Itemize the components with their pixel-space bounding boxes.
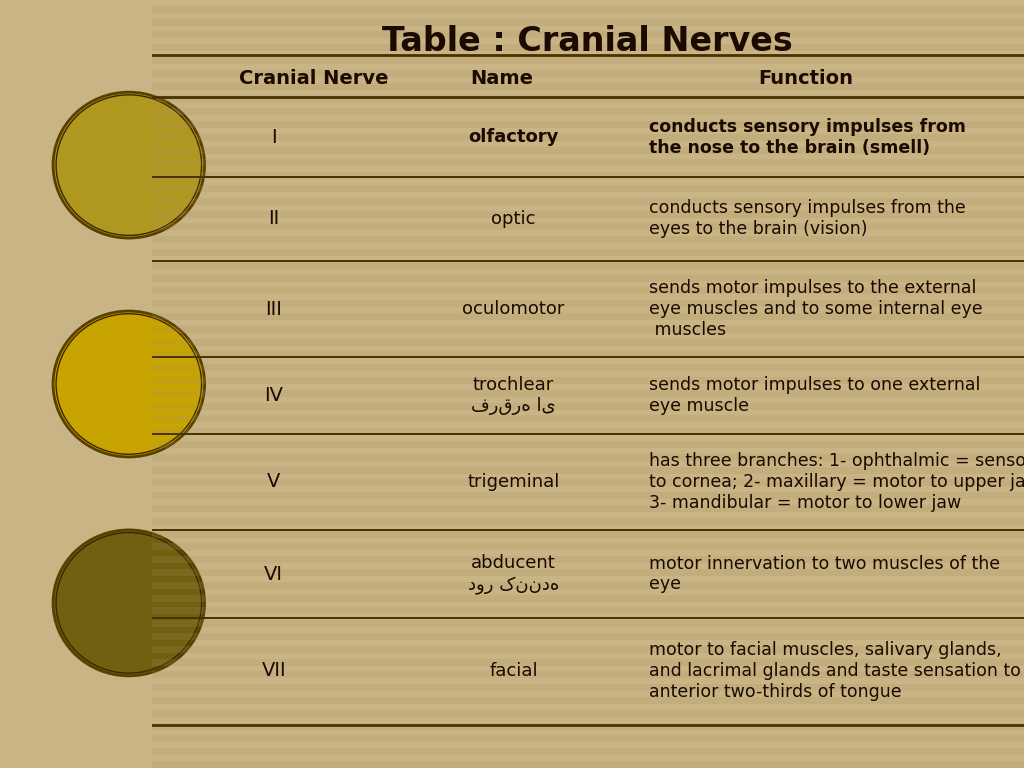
Bar: [152, 621, 1024, 627]
Bar: [152, 249, 1024, 256]
Bar: [152, 326, 1024, 333]
Bar: [152, 275, 1024, 282]
Bar: [152, 518, 1024, 525]
Bar: [152, 556, 1024, 563]
Bar: [152, 134, 1024, 141]
Bar: [152, 364, 1024, 371]
Text: motor to facial muscles, salivary glands,
and lacrimal glands and taste sensatio: motor to facial muscles, salivary glands…: [649, 641, 1021, 700]
Ellipse shape: [53, 311, 205, 457]
Text: conducts sensory impulses from the
eyes to the brain (vision): conducts sensory impulses from the eyes …: [649, 200, 966, 238]
Bar: [152, 736, 1024, 743]
Bar: [152, 287, 1024, 294]
Bar: [152, 402, 1024, 409]
Text: optic: optic: [492, 210, 536, 228]
Text: II: II: [268, 210, 280, 228]
Bar: [152, 748, 1024, 755]
Text: VII: VII: [261, 661, 286, 680]
Text: sends motor impulses to one external
eye muscle: sends motor impulses to one external eye…: [649, 376, 980, 415]
Bar: [152, 198, 1024, 205]
Bar: [152, 659, 1024, 666]
Bar: [152, 684, 1024, 691]
Bar: [152, 723, 1024, 730]
Bar: [152, 121, 1024, 128]
Bar: [152, 352, 1024, 359]
Bar: [152, 160, 1024, 167]
Bar: [152, 313, 1024, 320]
Bar: [152, 18, 1024, 25]
Text: IV: IV: [264, 386, 284, 405]
Bar: [152, 6, 1024, 13]
Bar: [152, 479, 1024, 486]
Bar: [152, 646, 1024, 653]
Bar: [152, 185, 1024, 192]
Text: olfactory: olfactory: [468, 128, 559, 147]
Text: trigeminal: trigeminal: [467, 473, 560, 491]
Bar: [152, 223, 1024, 230]
Bar: [152, 633, 1024, 640]
Text: Function: Function: [759, 69, 853, 88]
Text: has three branches: 1- ophthalmic = sensory
to cornea; 2- maxillary = motor to u: has three branches: 1- ophthalmic = sens…: [649, 452, 1024, 511]
Bar: [152, 339, 1024, 346]
Bar: [152, 95, 1024, 102]
Bar: [152, 544, 1024, 551]
Text: trochlear
فرقره ای: trochlear فرقره ای: [471, 376, 556, 415]
Bar: [152, 429, 1024, 435]
Bar: [152, 70, 1024, 77]
Text: Name: Name: [470, 69, 534, 88]
Bar: [152, 390, 1024, 397]
Bar: [152, 594, 1024, 601]
Bar: [152, 57, 1024, 64]
Text: V: V: [267, 472, 281, 492]
Bar: [152, 147, 1024, 154]
Text: Cranial Nerve: Cranial Nerve: [239, 69, 388, 88]
Bar: [152, 607, 1024, 614]
Text: oculomotor: oculomotor: [463, 300, 565, 318]
Bar: [152, 531, 1024, 538]
Bar: [152, 467, 1024, 474]
Bar: [152, 108, 1024, 115]
Bar: [152, 697, 1024, 704]
Text: facial: facial: [489, 662, 538, 680]
Bar: [152, 671, 1024, 678]
Bar: [152, 83, 1024, 90]
Bar: [152, 454, 1024, 461]
Ellipse shape: [53, 530, 205, 676]
Bar: [152, 492, 1024, 499]
Bar: [152, 710, 1024, 717]
Bar: [152, 582, 1024, 589]
Text: III: III: [265, 300, 283, 319]
Bar: [152, 300, 1024, 307]
Text: Table : Cranial Nerves: Table : Cranial Nerves: [382, 25, 794, 58]
Bar: [152, 569, 1024, 576]
Ellipse shape: [53, 92, 205, 238]
Text: conducts sensory impulses from
the nose to the brain (smell): conducts sensory impulses from the nose …: [649, 118, 966, 157]
Bar: [152, 377, 1024, 384]
Bar: [152, 237, 1024, 243]
Bar: [152, 505, 1024, 512]
Bar: [152, 172, 1024, 179]
Text: I: I: [271, 128, 276, 147]
Text: abducent
دور کننده: abducent دور کننده: [468, 554, 559, 594]
Text: VI: VI: [264, 564, 284, 584]
Bar: [152, 262, 1024, 269]
Bar: [152, 45, 1024, 51]
Bar: [152, 210, 1024, 217]
Bar: [152, 415, 1024, 422]
Bar: [152, 761, 1024, 768]
Text: sends motor impulses to the external
eye muscles and to some internal eye
 muscl: sends motor impulses to the external eye…: [649, 280, 982, 339]
Text: motor innervation to two muscles of the
eye: motor innervation to two muscles of the …: [649, 554, 1000, 594]
Bar: [152, 31, 1024, 38]
Bar: [152, 441, 1024, 448]
